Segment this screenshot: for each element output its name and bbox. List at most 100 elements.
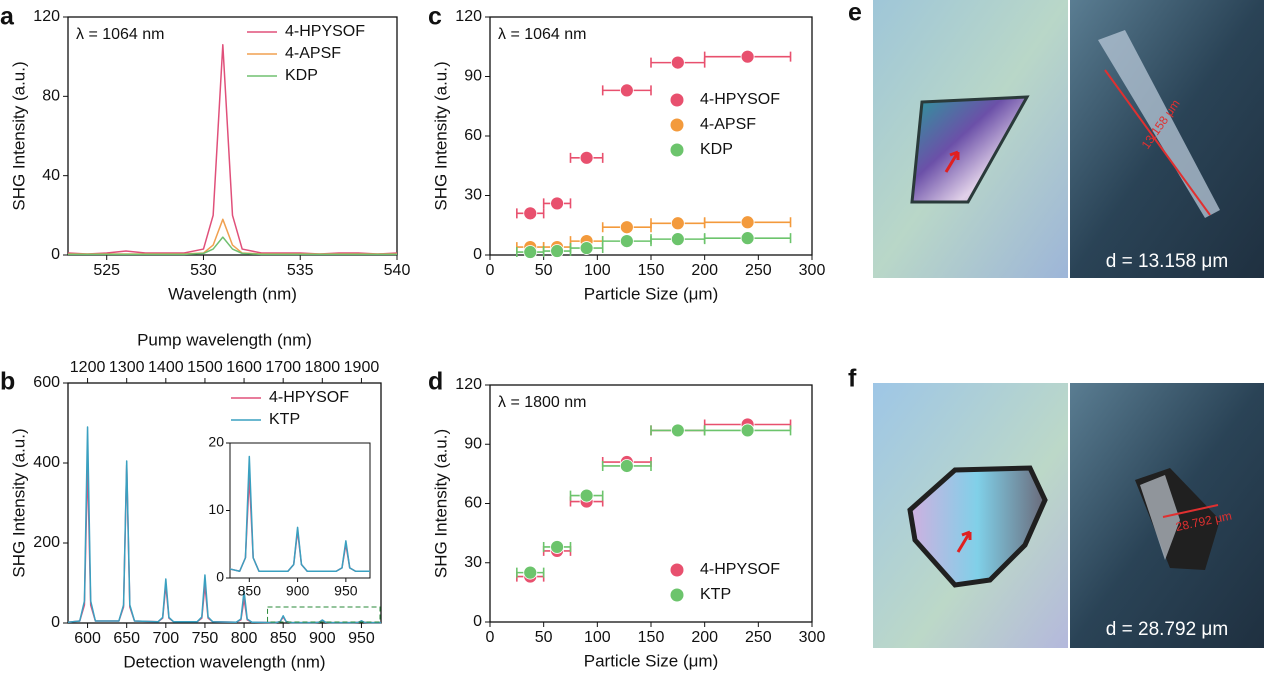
panel-letter: a bbox=[0, 3, 15, 31]
y-tick-label: 90 bbox=[464, 68, 482, 85]
series-line bbox=[67, 426, 381, 624]
legend-label: 4-HPYSOF bbox=[269, 389, 349, 406]
x-tick-label: 650 bbox=[113, 630, 140, 647]
panel-letter: e bbox=[848, 0, 862, 27]
y-tick-label: 80 bbox=[42, 88, 60, 105]
x-tick-label: 300 bbox=[799, 629, 826, 646]
x-tick-label: 50 bbox=[535, 629, 553, 646]
x-tick-label: 900 bbox=[309, 630, 336, 647]
x2-tick-label: 1500 bbox=[187, 359, 223, 376]
legend-swatch bbox=[670, 563, 684, 577]
panel-letter: f bbox=[848, 365, 857, 393]
inset-x-tick-label: 950 bbox=[334, 583, 358, 599]
y-tick-label: 60 bbox=[464, 495, 482, 512]
y-axis-title: SHG Intensity (a.u.) bbox=[431, 61, 450, 210]
x-axis-title: Particle Size (μm) bbox=[584, 284, 718, 303]
y-tick-label: 0 bbox=[473, 246, 482, 263]
plot-frame bbox=[489, 384, 813, 623]
x-axis-title: Particle Size (μm) bbox=[584, 651, 718, 670]
data-point bbox=[740, 231, 755, 246]
y-tick-label: 120 bbox=[455, 8, 482, 25]
x-tick-label: 200 bbox=[691, 262, 718, 279]
y-tick-label: 0 bbox=[51, 614, 60, 631]
series-line bbox=[230, 455, 370, 572]
annotation: λ = 1064 nm bbox=[498, 26, 587, 43]
legend-swatch bbox=[670, 588, 684, 602]
annotation: λ = 1064 nm bbox=[76, 26, 165, 43]
y-tick-label: 400 bbox=[33, 454, 60, 471]
x-tick-label: 150 bbox=[638, 262, 665, 279]
data-point bbox=[619, 459, 634, 473]
image-caption: d = 13.158 μm bbox=[1106, 251, 1228, 272]
data-point bbox=[523, 565, 538, 580]
legend-label: KDP bbox=[700, 141, 733, 158]
panel-letter: c bbox=[428, 3, 442, 31]
x-tick-label: 530 bbox=[190, 262, 217, 279]
x-axis-title: Detection wavelength (nm) bbox=[123, 652, 325, 671]
data-point bbox=[523, 206, 538, 221]
x2-tick-label: 1600 bbox=[226, 359, 262, 376]
x-tick-label: 50 bbox=[535, 262, 553, 279]
legend-swatch bbox=[670, 143, 684, 157]
plot-frame bbox=[67, 382, 382, 624]
y-axis-title: SHG Intensity (a.u.) bbox=[9, 61, 28, 210]
y-tick-label: 200 bbox=[33, 534, 60, 551]
annotation: λ = 1800 nm bbox=[498, 394, 587, 411]
x2-tick-label: 1300 bbox=[109, 359, 145, 376]
series-line bbox=[68, 236, 397, 256]
inset-y-tick-label: 0 bbox=[216, 569, 224, 585]
data-point bbox=[550, 196, 564, 211]
y-tick-label: 40 bbox=[42, 167, 60, 184]
legend-swatch bbox=[670, 118, 684, 132]
data-point bbox=[550, 540, 564, 554]
legend-swatch bbox=[670, 93, 684, 107]
data-point bbox=[670, 423, 685, 438]
image-panel-f: 28.792 μm d = 28.792 μm bbox=[873, 383, 1264, 648]
inset-x-tick-label: 850 bbox=[238, 583, 262, 599]
x2-axis-title: Pump wavelength (nm) bbox=[137, 330, 312, 349]
y-tick-label: 30 bbox=[464, 554, 482, 571]
image-caption: d = 28.792 μm bbox=[1106, 619, 1228, 640]
legend-label: KDP bbox=[285, 67, 318, 84]
inset-plot bbox=[230, 455, 370, 572]
data-point bbox=[619, 220, 634, 235]
x-tick-label: 540 bbox=[384, 262, 411, 279]
y-tick-label: 0 bbox=[473, 613, 482, 630]
x-tick-label: 535 bbox=[287, 262, 314, 279]
x-tick-label: 750 bbox=[192, 630, 219, 647]
x-tick-label: 850 bbox=[270, 630, 297, 647]
legend-label: 4-HPYSOF bbox=[285, 23, 365, 40]
x-tick-label: 250 bbox=[745, 629, 772, 646]
x-tick-label: 950 bbox=[348, 630, 375, 647]
data-point bbox=[579, 241, 594, 255]
x-tick-label: 0 bbox=[486, 262, 495, 279]
y-axis-title: SHG Intensity (a.u.) bbox=[9, 428, 28, 577]
data-point bbox=[670, 216, 685, 231]
x-tick-label: 525 bbox=[93, 262, 120, 279]
x-tick-label: 100 bbox=[584, 262, 611, 279]
x-tick-label: 0 bbox=[486, 629, 495, 646]
zoom-region bbox=[267, 606, 381, 623]
inset-y-tick-label: 20 bbox=[208, 434, 224, 450]
x2-tick-label: 1800 bbox=[305, 359, 341, 376]
data-point bbox=[670, 232, 685, 247]
image-panel-e: 13.158 μm d = 13.158 μm bbox=[873, 0, 1264, 278]
legend-label: KTP bbox=[700, 586, 731, 603]
data-point bbox=[619, 83, 634, 98]
x2-tick-label: 1400 bbox=[148, 359, 184, 376]
y-tick-label: 0 bbox=[51, 246, 60, 263]
data-point bbox=[523, 245, 538, 259]
x2-tick-label: 1900 bbox=[344, 359, 380, 376]
y-tick-label: 120 bbox=[455, 376, 482, 393]
x2-tick-label: 1700 bbox=[265, 359, 301, 376]
y-tick-label: 30 bbox=[464, 187, 482, 204]
data-point bbox=[740, 215, 755, 230]
x-tick-label: 200 bbox=[691, 629, 718, 646]
data-point bbox=[740, 49, 755, 64]
legend-label: KTP bbox=[269, 411, 300, 428]
data-point bbox=[550, 244, 564, 258]
x2-tick-label: 1200 bbox=[70, 359, 106, 376]
y-tick-label: 90 bbox=[464, 435, 482, 452]
series-line bbox=[67, 44, 398, 255]
